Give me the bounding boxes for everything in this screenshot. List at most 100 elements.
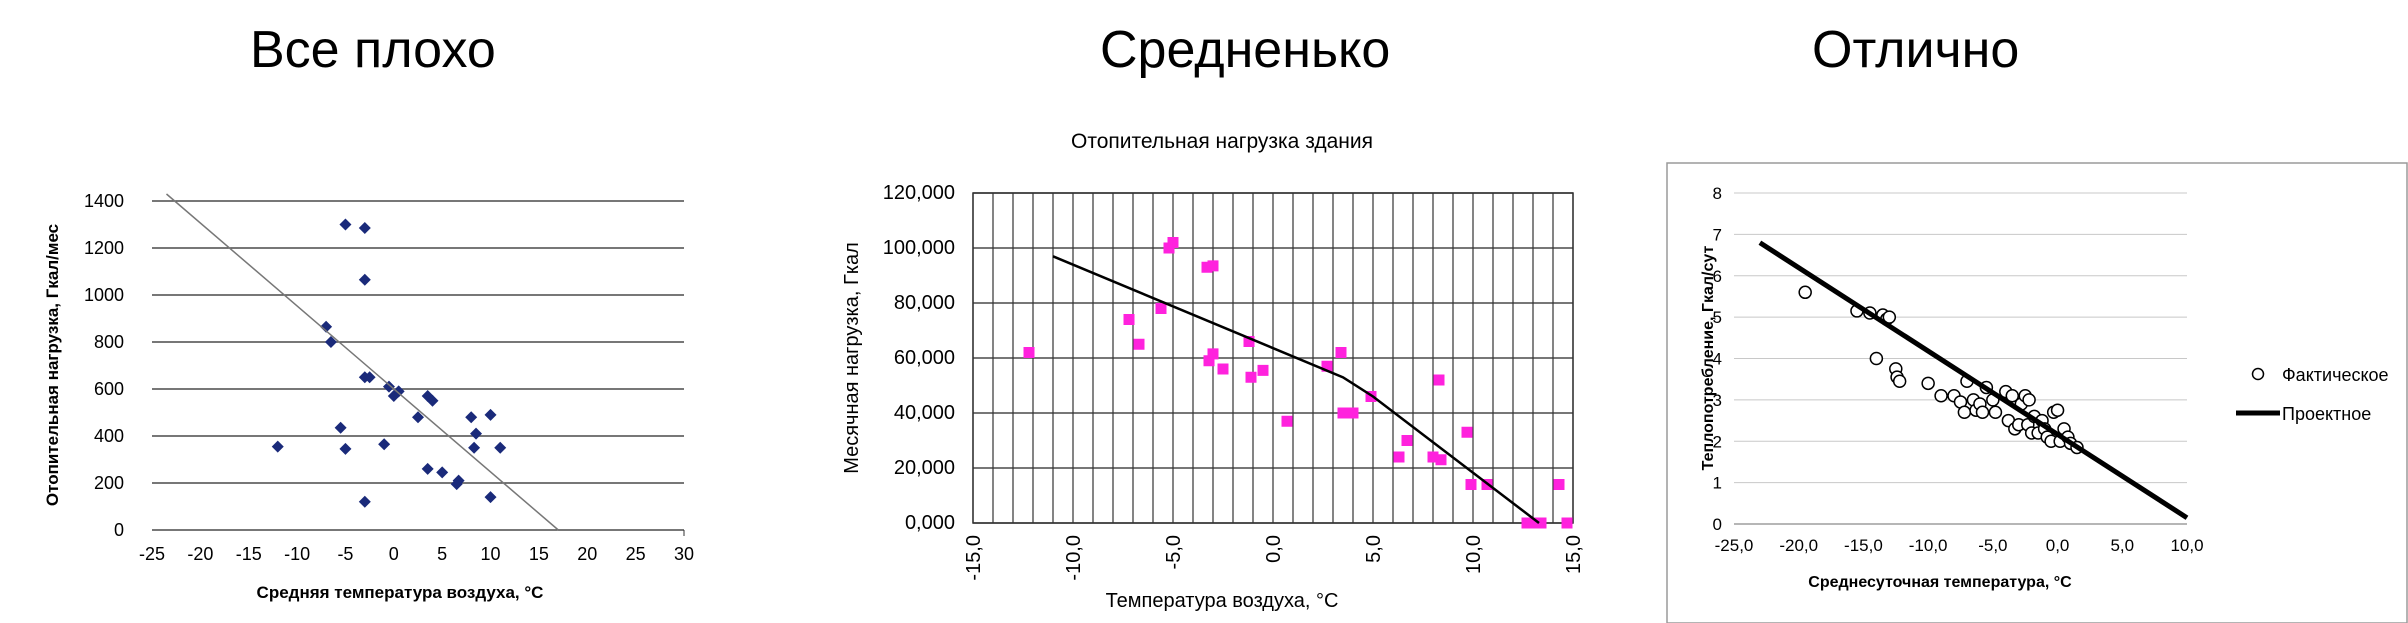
y-tick-label: 800 (94, 332, 124, 352)
data-point (2022, 393, 2036, 407)
legend-label-actual: Фактическое (2282, 365, 2389, 385)
legend-label-design: Проектное (2282, 404, 2371, 424)
data-point (392, 385, 405, 398)
data-point (1321, 360, 1333, 372)
chart-title: Отопительная нагрузка здания (1071, 130, 1373, 153)
data-point (1957, 405, 1972, 420)
data-point (1257, 364, 1269, 376)
data-point (1337, 407, 1349, 419)
data-point (1401, 435, 1413, 446)
data-point (1435, 454, 1447, 466)
data-point (1427, 451, 1439, 463)
y-tick-label: 40,000 (894, 402, 955, 424)
data-point (378, 438, 391, 451)
panel-title-3: Отлично (1812, 21, 2020, 79)
data-point (1167, 237, 1179, 248)
x-tick-label: 15 (529, 544, 549, 564)
y-tick-label: 80,000 (894, 292, 955, 314)
y-tick-label: 1 (1713, 474, 1722, 493)
data-point (1521, 517, 1533, 529)
x-tick-label: 10,0 (2170, 536, 2203, 555)
data-point (494, 441, 507, 454)
data-point (452, 474, 465, 487)
chart-1: 0 200 400 600 800 1000 1200 1400 -25 -20 -15 -10 -5 0… (43, 191, 694, 602)
y-tick-label: 0 (114, 520, 124, 540)
data-point (358, 495, 371, 508)
chart-3: 0 1 2 3 4 5 6 7 8 -25,0 -20,0 -15,0 -10,0 -5,0 0,0 5,0 1… (1666, 162, 2408, 623)
data-point (1433, 374, 1445, 386)
data-point (1243, 336, 1255, 347)
data-point (1245, 371, 1257, 383)
y-tick-label: 6 (1713, 267, 1722, 286)
x-tick-label: 30 (674, 544, 694, 564)
data-point (1203, 355, 1215, 367)
data-point (1934, 388, 1948, 403)
x-tick-label: 0,0 (2046, 536, 2070, 555)
y-tick-label: 0,000 (905, 512, 955, 534)
x-tick-label: -10,0 (1909, 536, 1948, 555)
data-point (1798, 285, 1812, 300)
data-point (1921, 376, 1935, 391)
data-point (465, 411, 478, 424)
x-tick-label: 10,0 (1463, 535, 1485, 574)
data-point (412, 411, 424, 424)
data-point (1975, 405, 1990, 420)
data-point (1155, 303, 1167, 314)
y-tick-label: 100,000 (883, 237, 955, 259)
data-point (1201, 261, 1213, 273)
plot-border (972, 192, 1574, 524)
data-point (436, 466, 449, 479)
data-point (2005, 388, 2020, 403)
x-tick-label: 0 (389, 544, 399, 564)
data-point (1461, 426, 1473, 438)
legend-marker-actual (2251, 367, 2265, 381)
data-point (1561, 517, 1573, 529)
data-point (470, 427, 483, 440)
y-tick-label: 120,000 (883, 182, 955, 204)
y-tick-label: 200 (94, 473, 124, 493)
y-tick-label: 1000 (84, 285, 124, 305)
x-tick-label: -5,0 (1163, 535, 1185, 569)
x-tick-label: 15,0 (1563, 535, 1585, 574)
data-point (426, 394, 439, 407)
x-tick-label: 5,0 (2110, 536, 2134, 555)
data-point (358, 222, 371, 235)
y-tick-label: 1400 (84, 191, 124, 211)
y-tick-label: 2 (1713, 432, 1722, 451)
x-tick-label: -20 (187, 544, 213, 564)
data-point (363, 371, 376, 384)
x-tick-label: -10,0 (1063, 535, 1085, 581)
data-point (1133, 338, 1145, 350)
x-tick-label: -10 (284, 544, 310, 564)
x-tick-label: 5 (437, 544, 447, 564)
data-point (1988, 405, 2003, 420)
x-tick-label: 0,0 (1263, 535, 1285, 563)
x-axis-label: Средняя температура воздуха, °С (257, 583, 544, 602)
x-axis-label: Среднесуточная температура, °С (1808, 574, 2072, 591)
y-tick-label: 60,000 (894, 347, 955, 369)
x-tick-label: -5 (337, 544, 353, 564)
data-point (1123, 314, 1135, 325)
data-point (271, 440, 284, 453)
data-point (1207, 348, 1219, 360)
x-tick-label: -15,0 (963, 535, 985, 581)
y-tick-label: 20,000 (894, 457, 955, 479)
x-tick-label: -5,0 (1978, 536, 2007, 555)
data-point (320, 320, 333, 333)
data-point (334, 421, 347, 434)
data-point (358, 273, 371, 286)
data-point (1529, 517, 1541, 529)
y-tick-label: 0 (1713, 515, 1722, 534)
x-tick-label: -15 (236, 544, 262, 564)
x-tick-label: -15,0 (1844, 536, 1883, 555)
data-point (324, 336, 337, 348)
data-point (382, 380, 395, 393)
y-tick-label: 3 (1713, 391, 1722, 410)
trend-line (1052, 255, 1540, 524)
x-tick-label: 5,0 (1363, 535, 1385, 563)
data-point (1217, 363, 1229, 375)
x-tick-label: 10 (481, 544, 501, 564)
data-point (468, 441, 481, 454)
x-tick-label: 25 (626, 544, 646, 564)
data-point (1335, 347, 1347, 358)
